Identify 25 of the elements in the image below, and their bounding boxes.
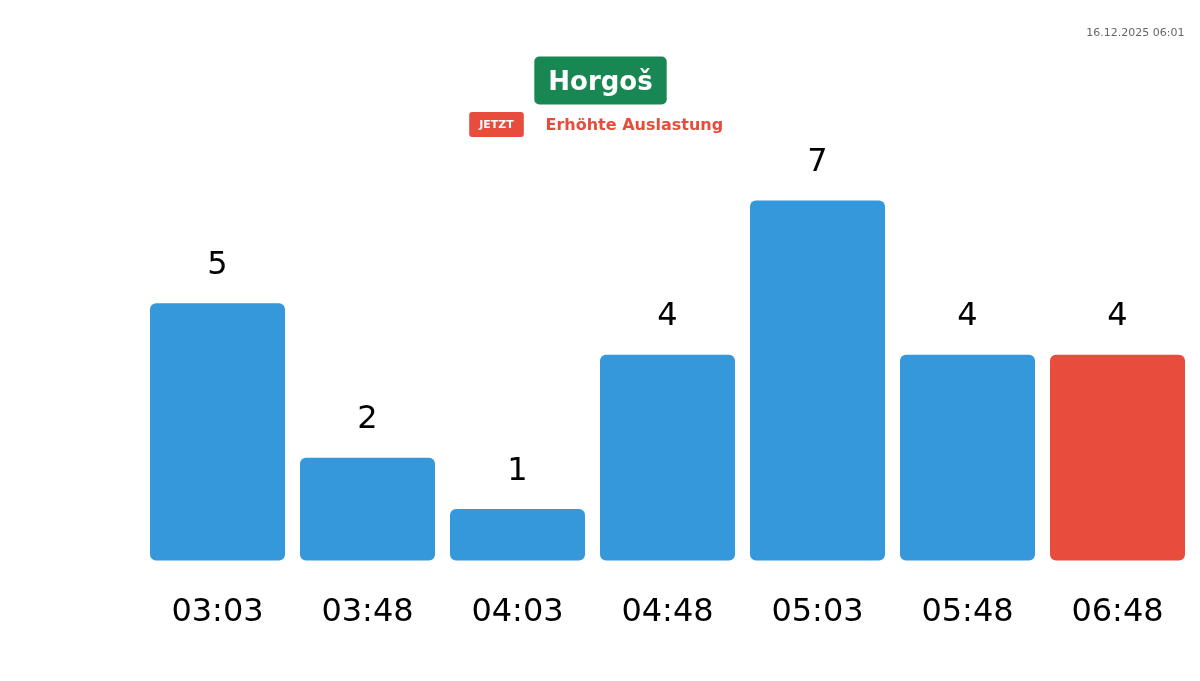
data-label: 4: [1107, 295, 1128, 334]
x-tick-label: 03:03: [171, 590, 264, 629]
bar: [750, 200, 885, 561]
x-tick-label: 05:48: [921, 590, 1014, 629]
bar: [600, 354, 735, 561]
data-label: 5: [207, 243, 228, 282]
text: 16.12.2025 06:01: [1086, 26, 1185, 39]
bar: [450, 509, 585, 561]
bar: [300, 457, 435, 561]
bar: [1050, 354, 1185, 561]
data-label: 4: [957, 295, 978, 334]
data-label: 4: [657, 295, 678, 334]
x-tick-label: 04:48: [621, 590, 714, 629]
x-tick-label: 03:48: [321, 590, 414, 629]
bar: [150, 303, 285, 561]
x-tick-label: 04:03: [471, 590, 564, 629]
data-label: 2: [357, 398, 378, 437]
x-tick-label: 06:48: [1071, 590, 1164, 629]
text: JETZT: [478, 118, 515, 131]
data-label: 7: [807, 141, 828, 179]
chart-subtitle: Erhöhte Auslastung: [545, 115, 724, 134]
x-tick-label: 05:03: [771, 590, 864, 629]
chart-title: Horgoš: [548, 65, 653, 96]
data-label: 1: [507, 449, 528, 488]
bar: [900, 354, 1035, 561]
